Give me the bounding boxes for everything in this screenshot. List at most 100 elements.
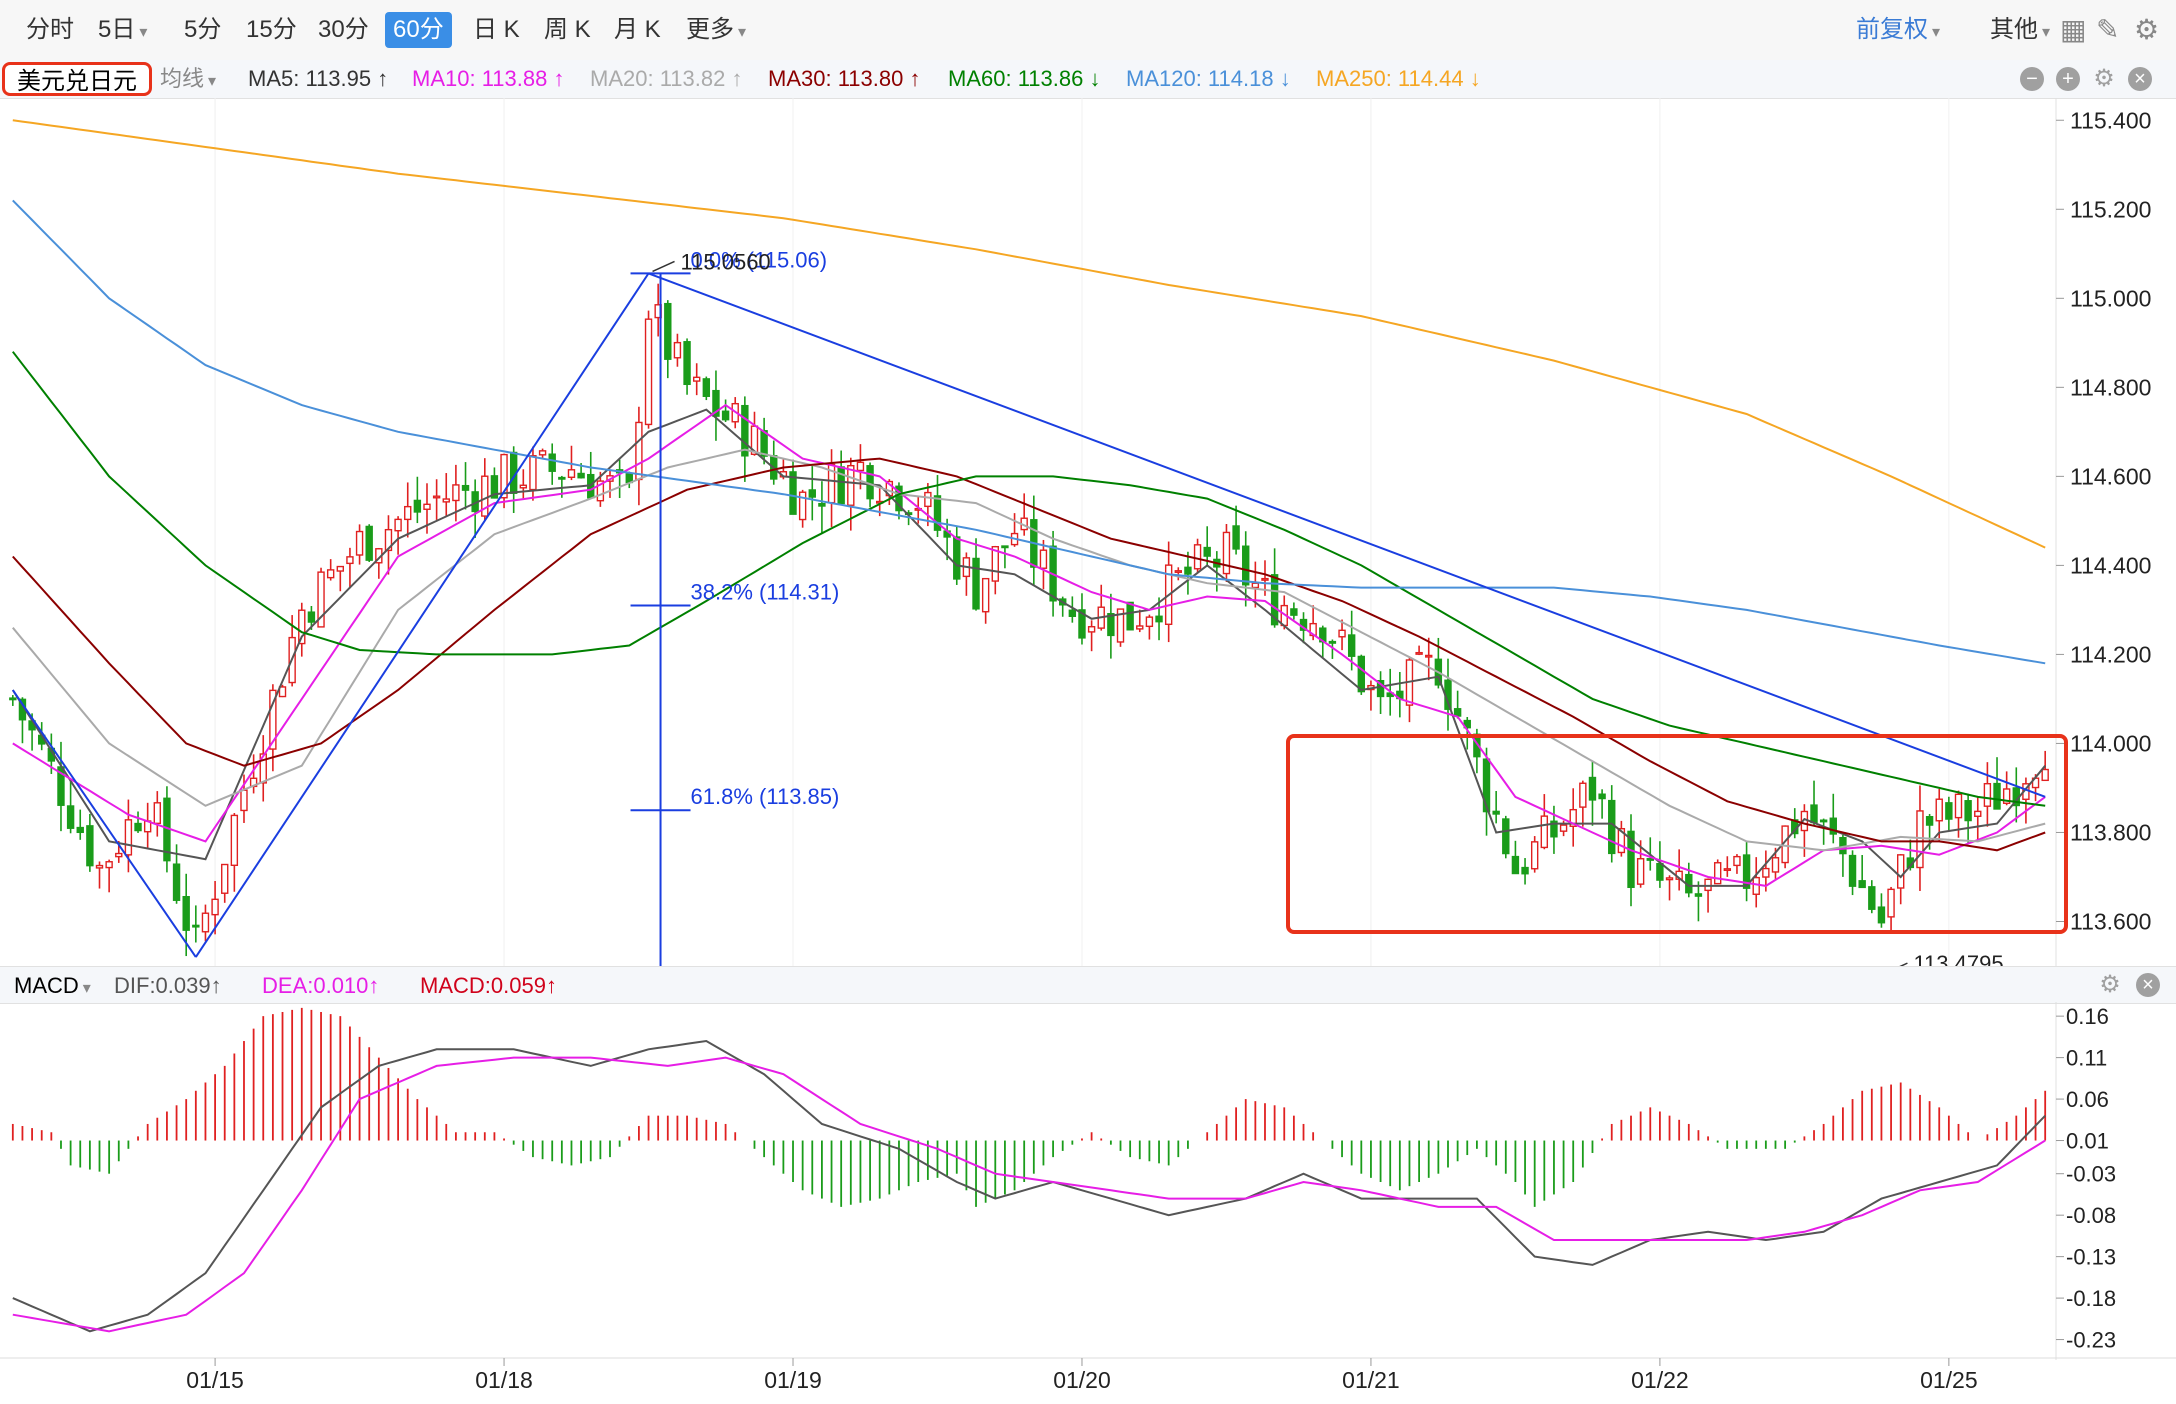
candle-body <box>1193 544 1202 570</box>
tab-7[interactable]: 周 K <box>536 12 599 48</box>
candle-body <box>1290 608 1298 616</box>
dif-value: DIF:0.039↑ <box>114 973 222 998</box>
candle-body <box>798 491 807 521</box>
candle-body <box>1964 800 1972 822</box>
candle-body <box>1983 782 1992 807</box>
macd-chart[interactable]: 0.16 0.11 0.06 0.01 -0.03 -0.08 -0.13 -0.18 -0.2… <box>0 1002 2176 1404</box>
candle-body <box>452 484 460 502</box>
candle-body <box>1174 570 1182 573</box>
candle-body <box>1222 531 1231 575</box>
candle-body <box>134 822 142 832</box>
candle-body <box>66 805 75 829</box>
ma-legend-0: MA5: 113.95 ↑ <box>248 66 389 91</box>
ma-legend-bar: 美元兑日元 均线 ▾ MA5: 113.95 ↑ MA10: 113.88 ↑ MA2… <box>0 60 2176 99</box>
candle-body <box>1155 615 1163 623</box>
tab-8[interactable]: 月 K <box>606 12 669 48</box>
tab-label: 分时 <box>26 16 74 43</box>
other-label: 其他 <box>1990 16 2038 43</box>
plus-circle-icon[interactable]: + <box>2056 67 2080 91</box>
symbol-label[interactable]: 美元兑日元 <box>2 62 152 96</box>
trend-line[interactable] <box>648 272 2046 798</box>
candle-body <box>1039 549 1048 569</box>
trend-line[interactable] <box>194 272 650 958</box>
candle-body <box>895 485 903 512</box>
gear-icon[interactable]: ⚙ <box>2099 971 2121 998</box>
candle-body <box>519 484 528 489</box>
avg-line-selector[interactable]: 均线 ▾ <box>160 66 217 91</box>
candle-body <box>1868 886 1876 910</box>
candle-body <box>1107 613 1115 637</box>
candle-body <box>1636 858 1645 885</box>
pencil-icon[interactable]: ✎ <box>2096 14 2120 45</box>
close-icon[interactable]: × <box>2128 67 2152 91</box>
y-tick-label: -0.08 <box>2066 1203 2116 1228</box>
candle-body <box>1752 876 1760 895</box>
candle-body <box>856 461 865 472</box>
tab-0[interactable]: 分时 <box>18 12 82 48</box>
candle-body <box>1357 655 1366 693</box>
y-tick-label: 0.16 <box>2066 1004 2109 1029</box>
candle-body <box>1646 857 1654 861</box>
candle-body <box>211 898 219 916</box>
candle-body <box>1887 888 1895 918</box>
candle-body <box>1598 793 1606 800</box>
tab-4[interactable]: 30分 <box>310 12 377 48</box>
candle-body <box>153 802 161 825</box>
candle-body <box>307 611 316 623</box>
dif-line <box>12 1039 2046 1333</box>
gear-icon[interactable]: ⚙ <box>2093 65 2115 92</box>
candle-body <box>760 430 768 457</box>
candle-body <box>1733 855 1741 867</box>
candle-body <box>1935 798 1943 822</box>
candle-body <box>1771 857 1780 873</box>
candle-body <box>596 480 605 502</box>
candle-body <box>442 498 450 503</box>
low-price-label: 113.4795 <box>1913 951 2003 966</box>
y-tick-label: 0.06 <box>2066 1087 2109 1112</box>
candle-body <box>924 491 932 508</box>
candle-body <box>1858 880 1866 889</box>
x-tick-label: 01/15 <box>186 1367 244 1393</box>
candle-body <box>1829 817 1837 835</box>
ma-legend-1: MA10: 113.88 ↑ <box>412 66 565 91</box>
candle-body <box>1925 816 1934 826</box>
trend-line[interactable] <box>11 689 197 958</box>
adjust-selector[interactable]: 前复权 ▾ <box>1856 12 1940 48</box>
highlight-range-box <box>1286 734 2068 934</box>
candle-body <box>981 577 990 613</box>
candle-body <box>529 455 537 491</box>
candle-body <box>1530 841 1539 870</box>
candle-body <box>384 528 393 552</box>
y-tick-label: -0.13 <box>2066 1245 2116 1270</box>
candle-body <box>500 453 508 499</box>
candle-body <box>1184 566 1192 575</box>
close-icon[interactable]: × <box>2136 973 2160 997</box>
tab-2[interactable]: 5分 <box>176 12 229 48</box>
tab-5[interactable]: 60分 <box>385 12 452 48</box>
candle-body <box>972 557 980 610</box>
tab-1[interactable]: 5日 ▾ <box>90 12 155 48</box>
minus-circle-icon[interactable]: − <box>2020 67 2044 91</box>
candle-body <box>1502 818 1510 855</box>
other-selector[interactable]: 其他 ▾ <box>1990 12 2050 48</box>
tab-9[interactable]: 更多 ▾ <box>678 12 754 48</box>
candle-body <box>221 863 229 894</box>
y-tick-label: 114.800 <box>2070 374 2151 400</box>
ma-legend-3: MA30: 113.80 ↑ <box>768 66 921 91</box>
candle-body <box>933 495 942 531</box>
gear-icon[interactable]: ⚙ <box>2134 14 2160 45</box>
candle-body <box>76 826 84 834</box>
tab-label: 周 K <box>544 16 591 43</box>
price-chart[interactable]: 115.400 115.200 115.000 114.800 114.600 114.4… <box>0 98 2176 966</box>
candle-body <box>692 376 701 382</box>
candle-body <box>490 475 499 499</box>
candle-body <box>1617 827 1626 854</box>
tab-3[interactable]: 15分 <box>238 12 305 48</box>
tab-6[interactable]: 日 K <box>465 12 528 48</box>
candle-body <box>404 505 412 521</box>
grid-icon[interactable]: ▦ <box>2060 14 2087 45</box>
candle-body <box>1713 862 1722 885</box>
ma-line-ma250 <box>12 119 2046 549</box>
candle-body <box>1453 708 1462 717</box>
macd-label[interactable]: MACD ▾ <box>14 973 91 998</box>
